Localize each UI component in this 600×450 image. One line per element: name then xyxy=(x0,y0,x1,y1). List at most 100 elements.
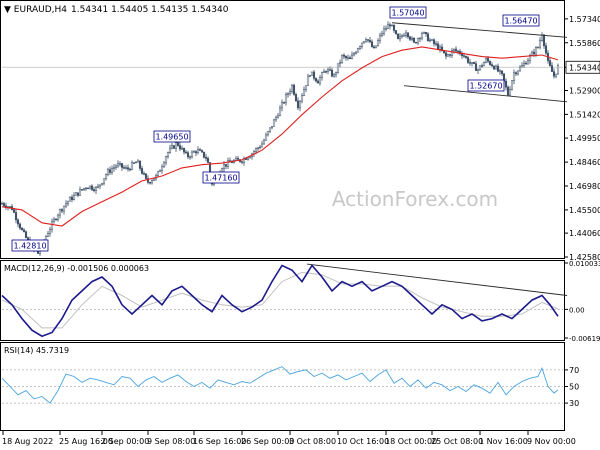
candle-body xyxy=(104,174,108,179)
candle-body xyxy=(170,145,174,149)
channel-lower-line xyxy=(403,85,568,103)
candle-body xyxy=(80,189,84,191)
price-label-text: 1.49650 xyxy=(155,133,188,142)
candle-body xyxy=(52,218,56,223)
candle-body xyxy=(426,33,430,42)
price-tick-label: 1.52900 xyxy=(569,87,600,96)
price-panel-frame xyxy=(0,0,565,259)
price-label-box xyxy=(11,239,49,252)
price-label-box xyxy=(467,79,505,92)
candle-body xyxy=(410,37,414,40)
candle-body xyxy=(436,43,440,50)
candle-body xyxy=(406,32,410,38)
time-tick-label: 10 Oct 16:00 xyxy=(337,437,389,446)
candle-body xyxy=(484,58,488,63)
candle-body xyxy=(144,173,148,179)
time-tick-label: 1 Nov 16:00 xyxy=(479,437,528,446)
candle-body xyxy=(334,72,338,75)
candle-body xyxy=(174,142,178,149)
candle-body xyxy=(344,56,348,59)
collapse-triangle-icon: ▼ xyxy=(4,5,14,15)
candle-body xyxy=(530,51,534,56)
candle-body xyxy=(100,182,104,186)
candle-body xyxy=(262,139,266,145)
candle-body xyxy=(506,86,510,96)
axes: 1.57340 1.55860 1.52900 1.51420 1.49950 1.484… xyxy=(2,15,600,446)
candle-body xyxy=(354,51,358,54)
price-label-text: 1.52670 xyxy=(469,82,502,91)
candle-body xyxy=(194,151,198,154)
candle-body xyxy=(312,71,316,79)
candle-body xyxy=(482,62,486,67)
price-label-box xyxy=(202,171,240,184)
candle-body xyxy=(136,160,140,163)
candle-body xyxy=(258,146,262,149)
candle-body xyxy=(274,116,278,121)
time-tick-label: 2 Sep 00:00 xyxy=(101,437,149,446)
candle-body xyxy=(172,145,176,149)
candle-body xyxy=(504,80,508,88)
candle-body xyxy=(382,28,386,34)
candle-body xyxy=(234,158,238,161)
candle-body xyxy=(260,143,264,148)
candle-body xyxy=(376,40,380,47)
candle-body xyxy=(140,168,144,174)
candle-body xyxy=(300,95,304,102)
candle-body xyxy=(2,203,6,207)
candle-body xyxy=(176,142,180,146)
candle-body xyxy=(92,189,96,191)
candle-body xyxy=(434,43,438,45)
macd-tick-label: 0.010033 xyxy=(569,260,600,268)
rsi-title: RSI(14) 45.7319 xyxy=(4,346,69,355)
candle-body xyxy=(86,187,90,190)
candle-body xyxy=(464,56,468,58)
candle-body xyxy=(492,65,496,70)
candle-body xyxy=(66,200,70,204)
candle-body xyxy=(366,39,370,41)
candle-body xyxy=(182,147,186,153)
candle-body xyxy=(54,218,58,221)
candle-body xyxy=(62,205,66,212)
candle-body xyxy=(130,162,134,170)
candle-body xyxy=(248,156,252,159)
price-label-text: 1.56470 xyxy=(504,17,537,26)
macd-trend-line xyxy=(306,263,568,296)
candle-body xyxy=(224,164,228,167)
macd-line xyxy=(1,264,559,338)
candle-body xyxy=(158,170,162,172)
candle-body xyxy=(138,160,142,169)
candle-body xyxy=(476,69,480,71)
time-tick-label: 3 Oct 08:00 xyxy=(289,437,336,446)
candle-body xyxy=(226,160,230,167)
rsi-line xyxy=(1,366,559,404)
candle-body xyxy=(480,65,484,67)
candle-body xyxy=(108,169,112,173)
candle-body xyxy=(392,24,396,31)
price-label-box xyxy=(389,6,427,19)
candle-body xyxy=(122,167,126,169)
candle-body xyxy=(522,62,526,66)
candle-body xyxy=(114,165,118,168)
candle-body xyxy=(378,34,382,41)
price-tick-label: 1.49950 xyxy=(569,134,600,143)
candle-body xyxy=(292,84,296,95)
candle-body xyxy=(128,168,132,171)
candle-body xyxy=(536,46,540,49)
price-tick-label: 1.51420 xyxy=(569,110,600,119)
candle-body xyxy=(132,162,136,164)
candle-body xyxy=(48,229,52,234)
candle-body xyxy=(94,186,98,191)
candle-body xyxy=(18,223,22,229)
candle-body xyxy=(448,54,452,56)
candle-body xyxy=(314,78,318,82)
rsi-plot xyxy=(1,366,563,404)
candle-body xyxy=(516,70,520,75)
candle-body xyxy=(58,209,62,216)
price-tick-label: 1.55860 xyxy=(569,39,600,48)
candle-body xyxy=(72,195,76,200)
candle-body xyxy=(98,184,102,187)
candle-body xyxy=(246,157,250,160)
candle-body xyxy=(106,169,110,175)
candle-body xyxy=(432,39,436,44)
candle-body xyxy=(440,46,444,52)
